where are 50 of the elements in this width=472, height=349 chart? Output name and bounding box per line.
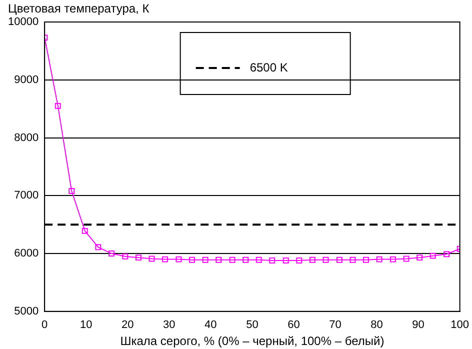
point: [416, 254, 423, 261]
point: [430, 252, 436, 259]
point: [162, 256, 168, 262]
point: [82, 228, 88, 234]
point: [189, 256, 195, 263]
y-tick-label: 9000: [14, 74, 39, 86]
x-tick-label: 0: [42, 319, 48, 332]
point: [229, 256, 236, 263]
point: [216, 256, 222, 263]
y-tick-label: 5000: [14, 305, 39, 318]
y-tick-label: 6000: [14, 248, 39, 260]
point: [242, 256, 249, 263]
y-axis-title: Цветовая температура, К: [8, 1, 150, 16]
point: [444, 251, 450, 258]
point: [296, 257, 302, 264]
x-tick-label: 40: [204, 319, 217, 332]
point: [95, 244, 102, 250]
x-tick-label: 50: [246, 319, 258, 332]
y-tick-label: 8000: [14, 132, 39, 144]
point: [363, 256, 369, 263]
point: [135, 254, 142, 261]
point: [350, 256, 356, 263]
x-tick-label: 70: [329, 319, 342, 332]
point: [122, 253, 128, 260]
point: [108, 250, 114, 256]
legend-label: 6500 K: [250, 60, 288, 74]
point: [376, 256, 382, 262]
point: [148, 256, 155, 262]
point: [269, 257, 276, 264]
x-tick-label: 60: [288, 319, 300, 332]
x-tick-label: 10: [80, 319, 92, 332]
point: [322, 256, 329, 263]
point: [309, 256, 316, 263]
point: [256, 256, 262, 263]
point: [403, 256, 410, 262]
point: [282, 257, 289, 264]
point: [176, 256, 182, 262]
x-tick-label: 90: [412, 319, 424, 332]
x-tick-label: 30: [163, 319, 176, 332]
point: [390, 256, 396, 262]
x-tick-label: 20: [122, 319, 134, 332]
x-tick-label: 80: [370, 319, 383, 332]
x-tick-label: 100: [450, 319, 470, 332]
point: [202, 256, 208, 263]
x-axis-title: Шкала серого, % (0% – черный, 100% – белый): [120, 334, 384, 348]
point: [68, 188, 75, 194]
y-tick-label: 7000: [14, 190, 39, 202]
y-tick-label: 10000: [8, 16, 39, 28]
point: [54, 102, 61, 109]
point: [336, 256, 342, 263]
